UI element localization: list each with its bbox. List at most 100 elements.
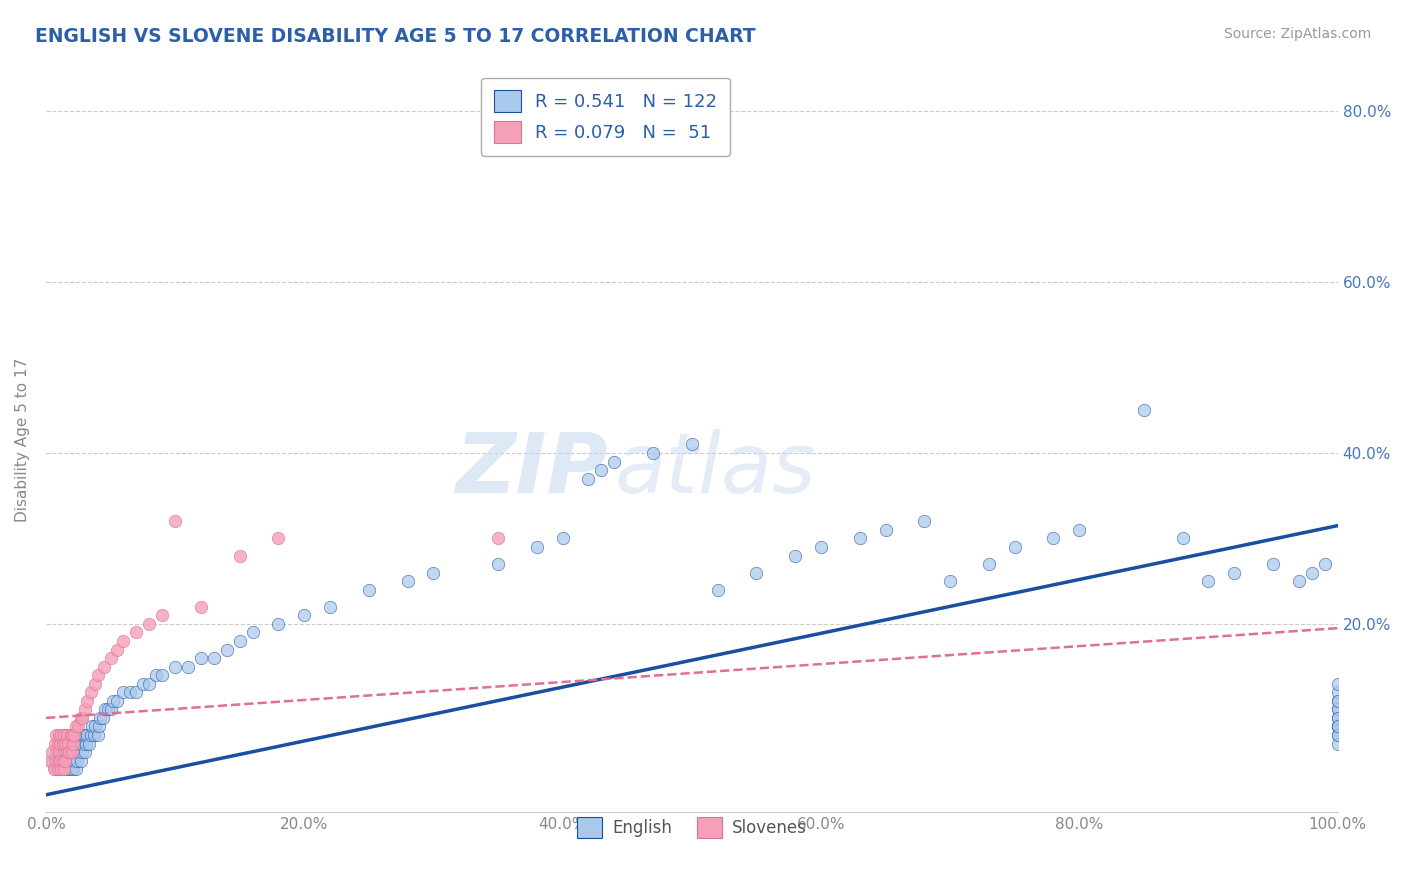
Point — [83, 728, 105, 742]
Point — [190, 651, 212, 665]
Point — [1326, 676, 1348, 690]
Point — [55, 737, 77, 751]
Point — [41, 745, 63, 759]
Point — [65, 719, 87, 733]
Point — [77, 737, 100, 751]
Point — [84, 676, 107, 690]
Point — [48, 745, 70, 759]
Point — [578, 472, 600, 486]
Point — [422, 566, 444, 580]
Point — [1326, 728, 1348, 742]
Point — [59, 762, 82, 776]
Point — [51, 728, 73, 742]
Point — [912, 514, 935, 528]
Point — [51, 762, 73, 776]
Point — [125, 625, 148, 640]
Point — [48, 754, 70, 768]
Point — [1326, 694, 1348, 708]
Point — [86, 668, 108, 682]
Point — [267, 616, 290, 631]
Point — [49, 754, 72, 768]
Point — [82, 719, 104, 733]
Point — [94, 702, 117, 716]
Point — [53, 762, 76, 776]
Point — [48, 754, 70, 768]
Point — [86, 728, 108, 742]
Point — [52, 754, 75, 768]
Point — [87, 719, 110, 733]
Point — [53, 737, 76, 751]
Point — [38, 754, 60, 768]
Point — [58, 754, 80, 768]
Point — [165, 659, 187, 673]
Point — [1261, 557, 1284, 571]
Point — [165, 514, 187, 528]
Point — [53, 762, 76, 776]
Point — [59, 728, 82, 742]
Point — [60, 745, 83, 759]
Point — [56, 737, 79, 751]
Point — [100, 651, 122, 665]
Point — [112, 685, 135, 699]
Point — [62, 728, 84, 742]
Point — [51, 762, 73, 776]
Point — [603, 454, 626, 468]
Point — [67, 728, 90, 742]
Point — [65, 762, 87, 776]
Point — [150, 668, 173, 682]
Point — [1223, 566, 1246, 580]
Point — [641, 446, 664, 460]
Point — [67, 745, 90, 759]
Point — [52, 754, 75, 768]
Point — [62, 737, 84, 751]
Point — [706, 582, 728, 597]
Point — [138, 676, 160, 690]
Text: ZIP: ZIP — [456, 429, 607, 510]
Point — [48, 737, 70, 751]
Legend: English, Slovenes: English, Slovenes — [571, 811, 813, 845]
Point — [70, 737, 93, 751]
Point — [486, 532, 509, 546]
Point — [89, 711, 111, 725]
Point — [53, 728, 76, 742]
Point — [56, 745, 79, 759]
Point — [242, 625, 264, 640]
Point — [48, 745, 70, 759]
Point — [228, 549, 250, 563]
Point — [145, 668, 167, 682]
Point — [486, 557, 509, 571]
Point — [53, 728, 76, 742]
Point — [46, 754, 69, 768]
Point — [848, 532, 870, 546]
Point — [48, 728, 70, 742]
Point — [76, 694, 98, 708]
Point — [292, 608, 315, 623]
Point — [80, 685, 103, 699]
Point — [105, 642, 128, 657]
Point — [1301, 566, 1323, 580]
Point — [1326, 702, 1348, 716]
Point — [150, 608, 173, 623]
Point — [118, 685, 141, 699]
Point — [70, 711, 93, 725]
Point — [72, 728, 94, 742]
Point — [1288, 574, 1310, 589]
Point — [319, 599, 342, 614]
Point — [939, 574, 962, 589]
Point — [100, 702, 122, 716]
Point — [101, 694, 124, 708]
Point — [112, 634, 135, 648]
Point — [45, 754, 67, 768]
Point — [70, 754, 93, 768]
Point — [42, 762, 65, 776]
Y-axis label: Disability Age 5 to 17: Disability Age 5 to 17 — [15, 358, 30, 523]
Point — [55, 754, 77, 768]
Point — [1326, 702, 1348, 716]
Point — [1069, 523, 1091, 537]
Point — [591, 463, 613, 477]
Point — [60, 728, 83, 742]
Point — [1313, 557, 1336, 571]
Point — [177, 659, 200, 673]
Point — [1326, 737, 1348, 751]
Point — [228, 634, 250, 648]
